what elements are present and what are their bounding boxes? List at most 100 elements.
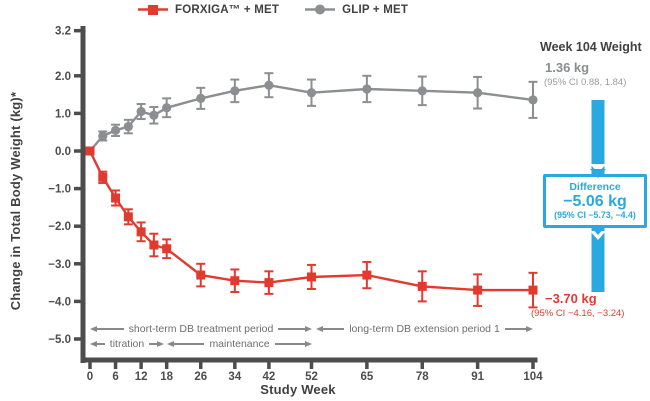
arrow-right-icon [305, 341, 312, 347]
forxiga-week104-value: −3.70 kg [545, 291, 597, 306]
arrow-left-icon [316, 326, 323, 332]
period-short-term-label: short-term DB treatment period [128, 323, 274, 335]
legend-marker [315, 4, 326, 15]
legend: FORXIGA™ + MET GLIP + MET [138, 3, 408, 16]
arrow-right-icon [305, 326, 312, 332]
glip-week104-ci: (95% CI 0.88, 1.84) [544, 77, 627, 88]
data-point-square [307, 272, 316, 282]
legend-item-glip: GLIP + MET [305, 3, 408, 16]
data-point-circle [123, 121, 133, 132]
difference-callout-box: Difference −5.06 kg (95% CI −5.73, −4.4) [543, 174, 647, 228]
legend-label: FORXIGA™ + MET [175, 3, 280, 16]
y-tick-label: 3.2 [55, 26, 71, 38]
y-tick [74, 74, 81, 78]
data-point-square [136, 227, 146, 237]
y-tick [74, 149, 81, 153]
x-tick-label: 91 [471, 371, 484, 383]
data-point-circle [98, 131, 108, 141]
arrow-left-icon [90, 341, 97, 347]
period-titration-label: titration [109, 338, 145, 350]
period-long-term-label: long-term DB extension period 1 [349, 323, 500, 335]
data-point-square [98, 172, 108, 182]
x-tick [475, 362, 480, 369]
x-tick [267, 362, 271, 369]
x-tick [309, 362, 314, 369]
data-point-circle [362, 84, 372, 94]
series-forxiga [85, 146, 538, 309]
data-point-circle [136, 106, 146, 117]
period-short-term: short-term DB treatment period [90, 323, 312, 335]
legend-item-forxiga: FORXIGA™ + MET [138, 3, 279, 16]
y-tick-label: 0.0 [55, 146, 71, 158]
x-tick-label: 65 [360, 371, 373, 383]
data-point-square [149, 240, 159, 250]
x-tick [139, 362, 143, 369]
y-tick [74, 186, 81, 191]
y-axis-title: Change in Total Body Weight (kg)* [8, 91, 23, 311]
y-tick [74, 299, 81, 304]
arrow-left-icon [90, 326, 97, 332]
x-tick-label: 34 [228, 371, 241, 383]
y-tick [74, 224, 81, 228]
data-point-circle [149, 110, 159, 120]
x-tick [164, 362, 169, 369]
x-tick-label: 12 [135, 371, 148, 383]
arrow-left-icon [167, 341, 174, 347]
difference-value: −5.06 kg [563, 193, 627, 210]
data-point-square [528, 285, 538, 295]
data-point-circle [306, 88, 317, 98]
x-tick [199, 362, 203, 369]
x-tick-label: 78 [416, 371, 429, 383]
y-tick-label: 2.0 [55, 71, 71, 83]
ribbon-notch-bottom [590, 231, 606, 240]
x-tick [113, 362, 118, 369]
x-axis-ticks: 0 6 12 18 26 34 42 52 65 78 91 104 [87, 362, 543, 383]
data-point-circle [417, 86, 427, 96]
data-point-square [264, 278, 274, 288]
data-point-square [162, 244, 172, 254]
data-point-circle [230, 86, 240, 96]
data-point-square [196, 270, 206, 280]
data-point-circle [196, 93, 206, 103]
data-point-square [473, 285, 483, 295]
period-maintenance-label: maintenance [209, 338, 270, 350]
data-point-circle [264, 80, 274, 90]
y-tick-label: −4.0 [48, 296, 71, 308]
data-point-square [85, 146, 95, 156]
data-point-square [230, 276, 240, 286]
glip-week104-value: 1.36 kg [545, 60, 590, 75]
x-axis-line [80, 357, 538, 363]
ribbon-arrow-bottom-icon [590, 226, 606, 235]
y-tick [74, 28, 81, 33]
arrow-right-icon [157, 341, 164, 347]
x-tick [531, 362, 535, 369]
y-tick [74, 262, 81, 266]
data-point-circle [110, 125, 121, 135]
x-tick-label: 42 [263, 371, 276, 383]
x-axis-title: Study Week [260, 382, 336, 397]
y-tick-label: −3.0 [48, 259, 71, 271]
difference-ci: (95% CI −5.73, −4.4) [554, 210, 636, 220]
data-point-circle [528, 95, 538, 105]
x-tick [365, 362, 369, 369]
data-point-square [111, 193, 121, 203]
y-tick-label: −1.0 [48, 184, 71, 196]
difference-label: Difference [569, 181, 621, 193]
x-tick [420, 362, 424, 369]
x-tick-label: 18 [160, 371, 173, 383]
period-long-term: long-term DB extension period 1 [316, 323, 533, 335]
data-point-square [417, 281, 427, 291]
x-tick-label: 26 [194, 371, 207, 383]
y-tick [74, 111, 81, 116]
x-tick [233, 362, 237, 369]
x-tick-label: 0 [87, 371, 93, 383]
circle-marker-icon [305, 4, 336, 15]
legend-label: GLIP + MET [342, 3, 409, 16]
x-tick-label: 6 [112, 371, 118, 383]
y-tick-label: 1.0 [55, 108, 71, 120]
data-point-square [123, 212, 133, 222]
data-point-circle [162, 103, 172, 113]
x-tick-label: 52 [305, 371, 318, 383]
period-titration: titration [90, 338, 164, 350]
